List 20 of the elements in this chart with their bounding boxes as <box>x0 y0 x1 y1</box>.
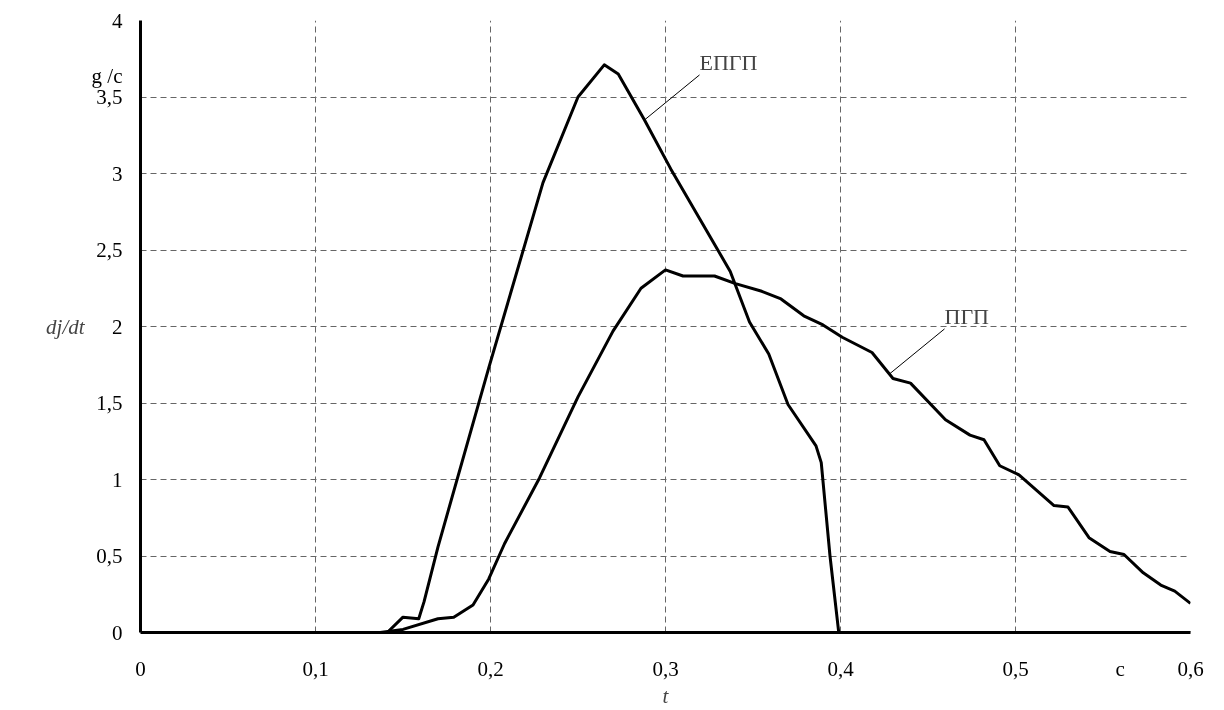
y-tick-label: 4 <box>112 8 123 33</box>
y-axis-title: dj/dt <box>46 314 86 339</box>
x-tick-label: 0,2 <box>477 656 504 681</box>
annotation: ЕПГП <box>699 49 758 75</box>
annotation: ПГП <box>944 303 990 329</box>
y-tick-label: 1,5 <box>96 391 123 415</box>
x-tick-label: 0 <box>135 656 146 681</box>
y-tick-label: 2,5 <box>96 238 123 262</box>
y-tick-label: 0 <box>112 620 123 645</box>
x-tick-label: 0,1 <box>302 656 329 681</box>
y-tick-label: 1 <box>112 467 123 492</box>
x-axis-title: t <box>662 683 670 708</box>
x-tick-label: 0,5 <box>1002 656 1029 681</box>
x-tick-label: 0,6 <box>1177 656 1204 681</box>
y-tick-label: 3 <box>112 161 123 186</box>
x-tick-label: 0,3 <box>652 656 679 681</box>
text: c <box>1115 656 1125 681</box>
x-tick-label: 0,4 <box>827 656 855 681</box>
y-tick-label: 2 <box>112 314 123 339</box>
y-tick-label: 0,5 <box>96 544 123 568</box>
